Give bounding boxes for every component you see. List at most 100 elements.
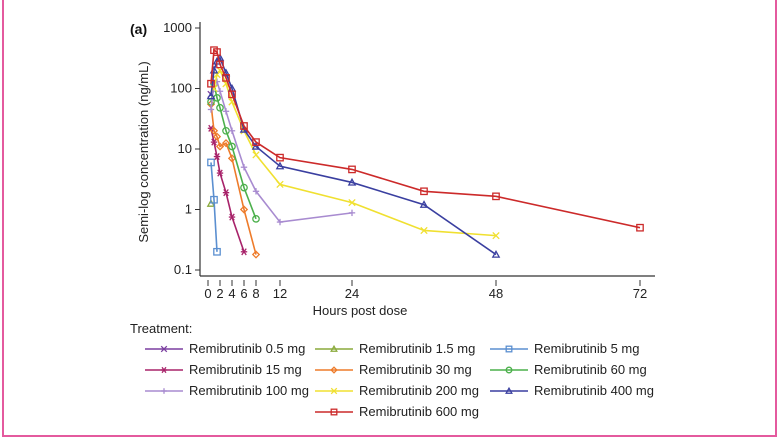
diamond-marker: [227, 154, 237, 163]
legend-label: Remibrutinib 600 mg: [359, 404, 479, 419]
data-point: [216, 60, 224, 69]
x-tick-label: 6: [240, 286, 247, 301]
diamond-marker: [221, 139, 231, 148]
diamond-marker: [209, 126, 219, 135]
data-point: [222, 108, 230, 115]
asterisk-marker-stroke: [217, 169, 223, 177]
triangle-marker: [251, 141, 261, 150]
data-point: [207, 158, 215, 167]
diamond-marker: [212, 132, 222, 141]
square-marker: [216, 60, 224, 69]
data-point: [161, 366, 167, 374]
data-point: [251, 141, 261, 150]
data-point: [492, 192, 500, 201]
data-point: [216, 169, 224, 177]
triangle-marker: [419, 200, 429, 208]
x-marker-stroke: [213, 70, 221, 79]
y-tick-label: 100: [170, 81, 192, 96]
circle-marker: [252, 215, 260, 223]
series-remibrutinib-600-mg: [207, 46, 644, 232]
data-point: [210, 195, 218, 204]
x-tick-label: 4: [228, 286, 235, 301]
data-point: [276, 218, 284, 226]
x-tick-label: 24: [345, 286, 359, 301]
data-point: [330, 387, 338, 395]
diamond-marker: [330, 366, 338, 374]
data-point: [330, 344, 338, 352]
data-point: [505, 345, 513, 353]
asterisk-marker-stroke: [223, 189, 229, 197]
data-point: [227, 154, 237, 163]
legend-item: Remibrutinib 0.5 mg: [145, 341, 305, 356]
diamond-marker: [215, 142, 225, 151]
diamond-marker: [251, 250, 261, 259]
data-point: [160, 345, 168, 353]
diamond-marker: [239, 205, 249, 214]
data-point: [239, 205, 249, 214]
data-point: [228, 142, 236, 151]
y-tick-label: 1000: [163, 20, 192, 35]
x-marker-stroke: [348, 198, 356, 207]
data-point: [216, 103, 224, 112]
square-marker: [213, 247, 221, 256]
data-point: [505, 386, 513, 394]
y-axis-title: Semi-log concentration (ng/mL): [136, 61, 151, 242]
legend-item: Remibrutinib 60 mg: [490, 362, 647, 377]
data-point: [252, 138, 260, 146]
legend-item: Remibrutinib 1.5 mg: [315, 341, 475, 356]
data-point: [212, 132, 222, 141]
square-marker: [207, 158, 215, 167]
legend-item: Remibrutinib 400 mg: [490, 383, 654, 398]
circle-marker: [228, 142, 236, 151]
series-line: [210, 104, 257, 255]
data-point: [276, 180, 284, 189]
data-point: [207, 106, 215, 113]
square-marker: [252, 138, 260, 146]
x-axis-title: Hours post dose: [313, 303, 408, 318]
legend-label: Remibrutinib 100 mg: [189, 383, 309, 398]
y-tick-label: 0.1: [174, 262, 192, 277]
series-remibrutinib-15-mg: [207, 124, 248, 256]
legend-item: Remibrutinib 600 mg: [315, 404, 479, 419]
x-marker-stroke: [492, 231, 500, 240]
panel-label: (a): [130, 21, 147, 37]
series-line: [213, 68, 497, 237]
asterisk-marker-stroke: [161, 366, 167, 374]
series-remibrutinib-5-mg: [207, 158, 221, 256]
x-marker-stroke: [252, 151, 260, 159]
square-marker: [636, 223, 644, 232]
data-point: [209, 126, 219, 135]
square-marker: [222, 73, 230, 82]
legend-label: Remibrutinib 0.5 mg: [189, 341, 305, 356]
data-point: [206, 91, 216, 100]
x-marker-stroke: [330, 387, 338, 395]
x-marker-stroke: [420, 226, 428, 235]
x-marker-stroke: [276, 180, 284, 189]
circle-marker: [240, 183, 248, 192]
legend-item: Remibrutinib 200 mg: [315, 383, 479, 398]
data-point: [215, 142, 225, 151]
data-point: [213, 48, 221, 56]
triangle-marker: [505, 386, 513, 394]
data-point: [420, 226, 428, 235]
data-point: [240, 164, 248, 171]
data-point: [210, 138, 218, 146]
x-tick-label: 48: [489, 286, 503, 301]
x-tick-label: 2: [216, 286, 223, 301]
square-marker: [210, 195, 218, 204]
legend-title: Treatment:: [130, 321, 192, 336]
y-tick-label: 1: [185, 202, 192, 217]
legend-item: Remibrutinib 30 mg: [315, 362, 472, 377]
legend-label: Remibrutinib 400 mg: [534, 383, 654, 398]
x-tick-label: 8: [252, 286, 259, 301]
square-marker: [207, 79, 215, 88]
square-marker: [240, 122, 248, 130]
square-marker: [420, 187, 428, 196]
legend: Remibrutinib 0.5 mg Remibrutinib 1.5 mg Re…: [145, 341, 654, 419]
data-point: [348, 198, 356, 207]
data-point: [228, 127, 236, 134]
data-point: [213, 247, 221, 256]
legend-item: Remibrutinib 5 mg: [490, 341, 640, 356]
